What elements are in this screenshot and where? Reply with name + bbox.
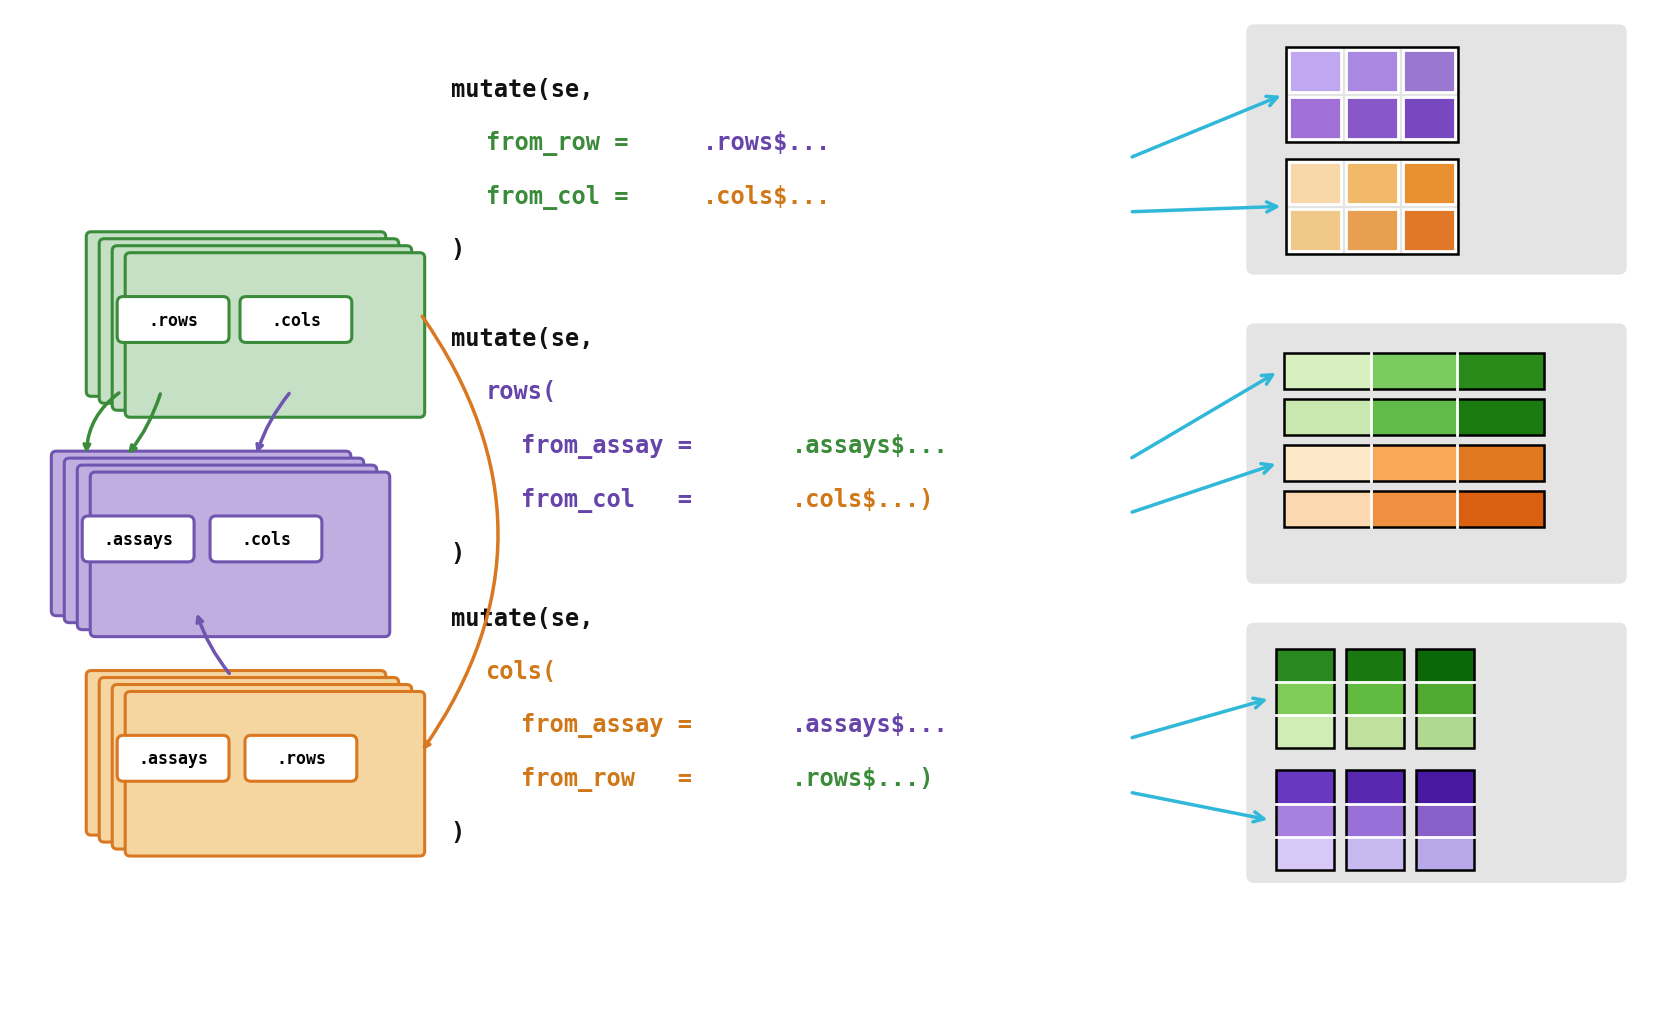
Text: mutate(se,: mutate(se, xyxy=(451,78,593,102)
FancyBboxPatch shape xyxy=(1370,354,1457,390)
FancyBboxPatch shape xyxy=(1415,837,1474,870)
FancyBboxPatch shape xyxy=(63,459,364,623)
FancyBboxPatch shape xyxy=(1404,163,1455,204)
Text: .assays$...: .assays$... xyxy=(792,434,949,458)
FancyBboxPatch shape xyxy=(1370,400,1457,436)
FancyBboxPatch shape xyxy=(1347,52,1399,93)
FancyBboxPatch shape xyxy=(1277,716,1333,748)
Text: ): ) xyxy=(451,238,465,262)
FancyBboxPatch shape xyxy=(112,684,411,849)
FancyBboxPatch shape xyxy=(1457,446,1544,481)
FancyBboxPatch shape xyxy=(1415,770,1474,804)
Text: mutate(se,: mutate(se, xyxy=(451,328,593,351)
Text: .rows$...): .rows$...) xyxy=(792,766,934,791)
Text: from_assay =: from_assay = xyxy=(521,713,705,738)
FancyBboxPatch shape xyxy=(1347,163,1399,204)
FancyBboxPatch shape xyxy=(1277,837,1333,870)
FancyBboxPatch shape xyxy=(1347,716,1404,748)
FancyBboxPatch shape xyxy=(1247,25,1626,275)
FancyBboxPatch shape xyxy=(1347,649,1404,682)
FancyBboxPatch shape xyxy=(1404,98,1455,140)
FancyBboxPatch shape xyxy=(1277,649,1333,682)
FancyBboxPatch shape xyxy=(77,466,376,630)
FancyBboxPatch shape xyxy=(1347,682,1404,716)
Text: .assays: .assays xyxy=(104,531,174,548)
Text: ): ) xyxy=(451,820,465,844)
FancyBboxPatch shape xyxy=(1415,649,1474,682)
FancyBboxPatch shape xyxy=(1247,325,1626,584)
FancyBboxPatch shape xyxy=(1347,98,1399,140)
FancyBboxPatch shape xyxy=(1285,491,1370,528)
FancyBboxPatch shape xyxy=(1370,446,1457,481)
FancyBboxPatch shape xyxy=(1457,400,1544,436)
Text: from_col =: from_col = xyxy=(486,185,642,209)
FancyBboxPatch shape xyxy=(1290,52,1342,93)
FancyBboxPatch shape xyxy=(1290,163,1342,204)
FancyBboxPatch shape xyxy=(1347,209,1399,252)
FancyBboxPatch shape xyxy=(90,472,389,637)
Text: .rows: .rows xyxy=(276,749,326,767)
FancyBboxPatch shape xyxy=(1290,209,1342,252)
FancyBboxPatch shape xyxy=(1277,770,1333,804)
FancyBboxPatch shape xyxy=(1404,209,1455,252)
FancyBboxPatch shape xyxy=(117,736,229,782)
FancyBboxPatch shape xyxy=(82,517,194,562)
FancyBboxPatch shape xyxy=(1404,52,1455,93)
FancyBboxPatch shape xyxy=(1277,682,1333,716)
FancyBboxPatch shape xyxy=(1347,804,1404,837)
Text: from_col   =: from_col = xyxy=(521,487,705,513)
Text: cols(: cols( xyxy=(486,659,556,682)
Text: from_assay =: from_assay = xyxy=(521,434,705,459)
FancyBboxPatch shape xyxy=(246,736,358,782)
Text: .assays$...: .assays$... xyxy=(792,713,949,737)
Text: .cols: .cols xyxy=(271,311,321,330)
Text: mutate(se,: mutate(se, xyxy=(451,607,593,630)
FancyBboxPatch shape xyxy=(1457,491,1544,528)
Text: .assays: .assays xyxy=(139,749,209,767)
FancyBboxPatch shape xyxy=(1370,491,1457,528)
FancyBboxPatch shape xyxy=(1277,804,1333,837)
FancyBboxPatch shape xyxy=(117,297,229,343)
FancyBboxPatch shape xyxy=(1285,446,1370,481)
FancyBboxPatch shape xyxy=(1285,354,1370,390)
Text: .cols$...): .cols$...) xyxy=(792,487,934,512)
FancyBboxPatch shape xyxy=(1347,770,1404,804)
Text: .rows$...: .rows$... xyxy=(703,130,832,155)
FancyBboxPatch shape xyxy=(1285,400,1370,436)
FancyBboxPatch shape xyxy=(1415,804,1474,837)
FancyBboxPatch shape xyxy=(125,692,424,856)
FancyBboxPatch shape xyxy=(1347,837,1404,870)
FancyBboxPatch shape xyxy=(1415,716,1474,748)
FancyBboxPatch shape xyxy=(1247,623,1626,883)
Text: from_row =: from_row = xyxy=(486,130,642,156)
FancyBboxPatch shape xyxy=(52,452,351,616)
FancyBboxPatch shape xyxy=(125,254,424,418)
FancyBboxPatch shape xyxy=(112,247,411,410)
FancyBboxPatch shape xyxy=(1415,682,1474,716)
Text: ): ) xyxy=(451,541,465,565)
FancyBboxPatch shape xyxy=(1290,98,1342,140)
Text: rows(: rows( xyxy=(486,380,556,404)
Text: .cols$...: .cols$... xyxy=(703,185,832,208)
FancyBboxPatch shape xyxy=(87,671,386,835)
FancyBboxPatch shape xyxy=(99,677,399,842)
Text: .cols: .cols xyxy=(241,531,291,548)
FancyBboxPatch shape xyxy=(1457,354,1544,390)
FancyBboxPatch shape xyxy=(241,297,353,343)
Text: .rows: .rows xyxy=(149,311,199,330)
Text: from_row   =: from_row = xyxy=(521,766,705,792)
FancyBboxPatch shape xyxy=(99,240,399,403)
FancyBboxPatch shape xyxy=(87,233,386,397)
FancyBboxPatch shape xyxy=(211,517,323,562)
